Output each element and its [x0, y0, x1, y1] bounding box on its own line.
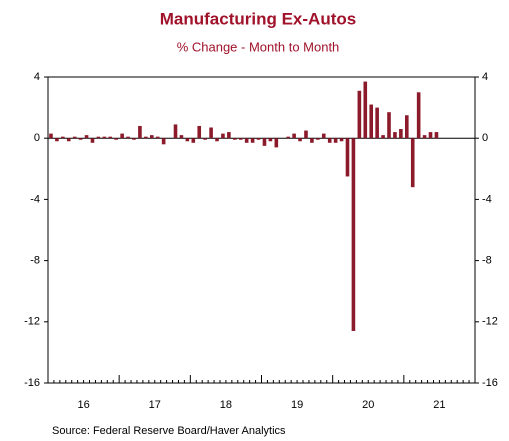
bar	[227, 132, 231, 139]
bar	[120, 133, 124, 139]
y2-tick-label: -8	[482, 255, 492, 267]
y2-tick-label: -4	[482, 193, 492, 205]
bar	[292, 133, 296, 139]
bar	[399, 129, 403, 139]
bar	[49, 133, 53, 139]
x-tick-label: 16	[77, 399, 89, 411]
x-tick-label: 20	[362, 399, 374, 411]
y-tick-label: -4	[30, 193, 40, 205]
bar	[72, 136, 77, 139]
y2-tick-label: 4	[482, 71, 488, 83]
bar	[244, 138, 249, 143]
bar	[114, 138, 119, 140]
plot-frame	[47, 76, 476, 384]
y-tick-label: 0	[34, 132, 40, 144]
bar	[61, 136, 65, 139]
bar	[126, 136, 130, 139]
bar	[161, 138, 166, 145]
bar	[90, 138, 95, 143]
y-tick-label: 4	[34, 71, 40, 83]
bar	[286, 136, 290, 139]
bar	[357, 90, 362, 139]
bar	[138, 125, 142, 139]
bar	[393, 132, 397, 139]
bar	[197, 125, 202, 139]
bar	[185, 138, 190, 142]
bar	[191, 138, 196, 143]
x-tick-label: 17	[149, 399, 161, 411]
source: Source: Federal Reserve Board/Haver Anal…	[52, 425, 286, 437]
bar	[298, 138, 302, 142]
bar	[84, 135, 89, 139]
bar	[250, 138, 255, 143]
y-tick-label: -16	[24, 377, 40, 389]
bar	[203, 138, 207, 140]
bar	[339, 138, 344, 142]
bar	[404, 115, 409, 139]
bar	[369, 104, 374, 139]
bar	[422, 135, 427, 139]
x-tick-label: 19	[291, 399, 303, 411]
bar	[310, 138, 314, 143]
bar	[316, 138, 320, 140]
bar	[215, 138, 219, 142]
chart-title: Manufacturing Ex-Autos	[160, 9, 356, 28]
bar	[102, 136, 107, 139]
bar	[155, 136, 160, 139]
bar	[173, 124, 178, 139]
bar	[233, 138, 237, 140]
bar	[321, 133, 326, 139]
bar	[345, 138, 350, 177]
y-tick-label: -12	[24, 316, 40, 328]
bar	[256, 138, 261, 140]
bar	[96, 136, 101, 139]
bar	[274, 138, 279, 148]
y2-tick-label: -12	[482, 316, 498, 328]
bar	[55, 138, 59, 142]
bar	[434, 132, 439, 139]
bar	[416, 92, 421, 139]
bar	[179, 135, 184, 139]
bar	[363, 81, 368, 139]
bar	[209, 127, 213, 139]
bar	[144, 136, 148, 139]
bar	[428, 132, 433, 139]
bar	[327, 138, 332, 143]
y2-tick-label: 0	[482, 132, 488, 144]
bar	[381, 135, 385, 139]
bar	[221, 133, 225, 139]
bar	[351, 138, 356, 331]
bar	[66, 138, 71, 142]
bar	[108, 136, 113, 139]
bar	[78, 138, 83, 140]
bar	[149, 135, 154, 139]
bar	[268, 138, 273, 142]
bar	[238, 138, 243, 140]
bar	[132, 138, 136, 140]
x-tick-label: 21	[433, 399, 445, 411]
x-tick-label: 18	[220, 399, 232, 411]
bar	[387, 112, 391, 139]
bar	[304, 130, 308, 139]
bar	[410, 138, 415, 188]
bar	[375, 107, 379, 139]
y2-tick-label: -16	[482, 377, 498, 389]
bar	[333, 138, 338, 143]
chart-subtitle: % Change - Month to Month	[177, 39, 340, 54]
y-tick-label: -8	[30, 255, 40, 267]
bar	[262, 138, 267, 146]
